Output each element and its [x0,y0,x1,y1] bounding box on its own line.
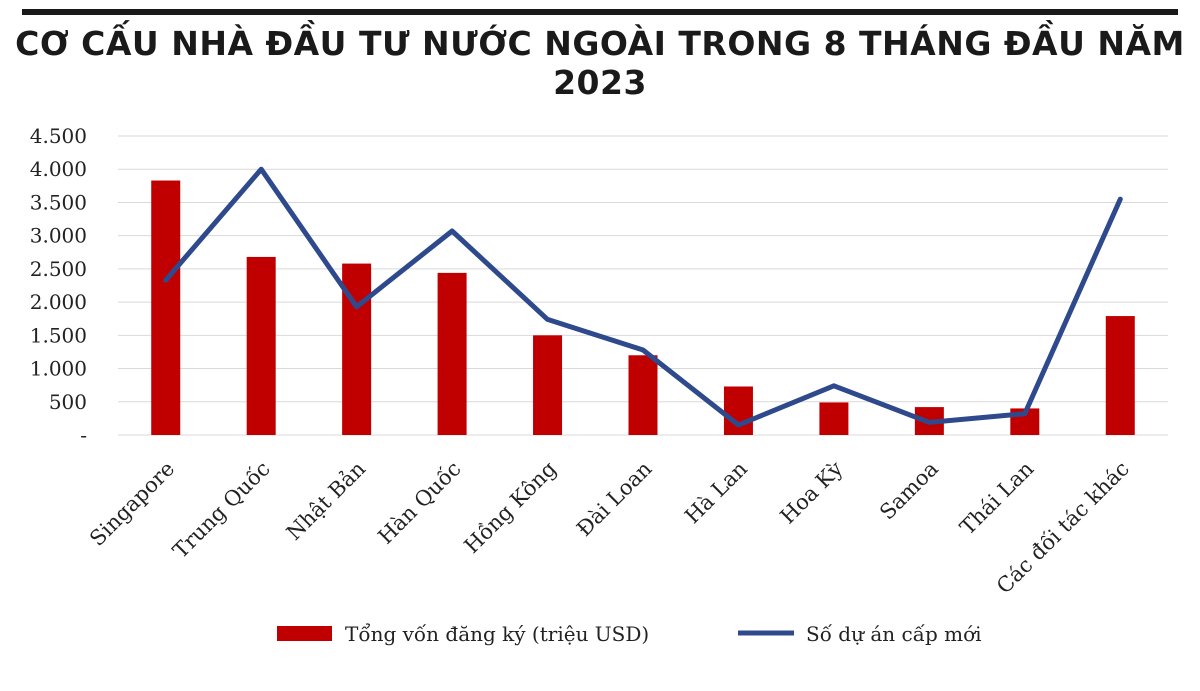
bar-11 [1105,316,1135,435]
y-axis-ticks: - 500 1.000 1.500 2.000 2.500 3.000 3.500 4.000 4… [30,124,87,447]
legend-line-label: Số dự án cấp mới [806,622,982,646]
line-series [163,166,1123,428]
bar-7 [723,386,753,435]
y-tick-label: 1.000 [30,357,87,381]
x-category-label: Hà Lan [680,457,752,529]
chart-title: CƠ CẤU NHÀ ĐẦU TƯ NƯỚC NGOÀI TRONG 8 THÁ… [15,24,1185,102]
y-tick-label: 3.000 [30,224,87,248]
x-category-label: Singapore [85,457,179,551]
y-tick-label: 500 [49,390,87,414]
y-tick-label: 3.500 [30,190,87,214]
y-tick-label: 2.500 [30,257,87,281]
legend-bar-label: Tổng vốn đăng ký (triệu USD) [345,622,649,646]
bar-2 [246,256,276,435]
y-tick-label: 2.000 [30,290,87,314]
x-category-label: Thái Lan [955,457,1038,540]
x-category-label: Nhật Bản [282,457,370,545]
x-category-label: Hoa Kỳ [776,456,848,528]
y-tick-label: - [80,423,87,447]
bar-1 [151,180,181,435]
gridlines [118,135,1168,436]
x-category-label: Hàn Quốc [373,457,465,549]
legend: Tổng vốn đăng ký (triệu USD) Số dự án cấp… [277,622,982,646]
y-tick-label: 1.500 [30,323,87,347]
bar-8 [819,402,849,435]
bar-5 [533,335,563,435]
legend-bar-swatch [277,626,332,641]
x-category-label: Samoa [875,457,943,525]
x-category-label: Đài Loan [572,457,656,541]
bar-series [151,180,1135,435]
x-category-label: Hồng Kông [460,457,562,559]
bar-4 [437,272,467,435]
y-tick-label: 4.500 [30,124,87,148]
bar-6 [628,355,658,435]
x-category-label: Trung Quốc [168,457,274,563]
y-tick-label: 4.000 [30,157,87,181]
top-rule [22,9,1178,15]
